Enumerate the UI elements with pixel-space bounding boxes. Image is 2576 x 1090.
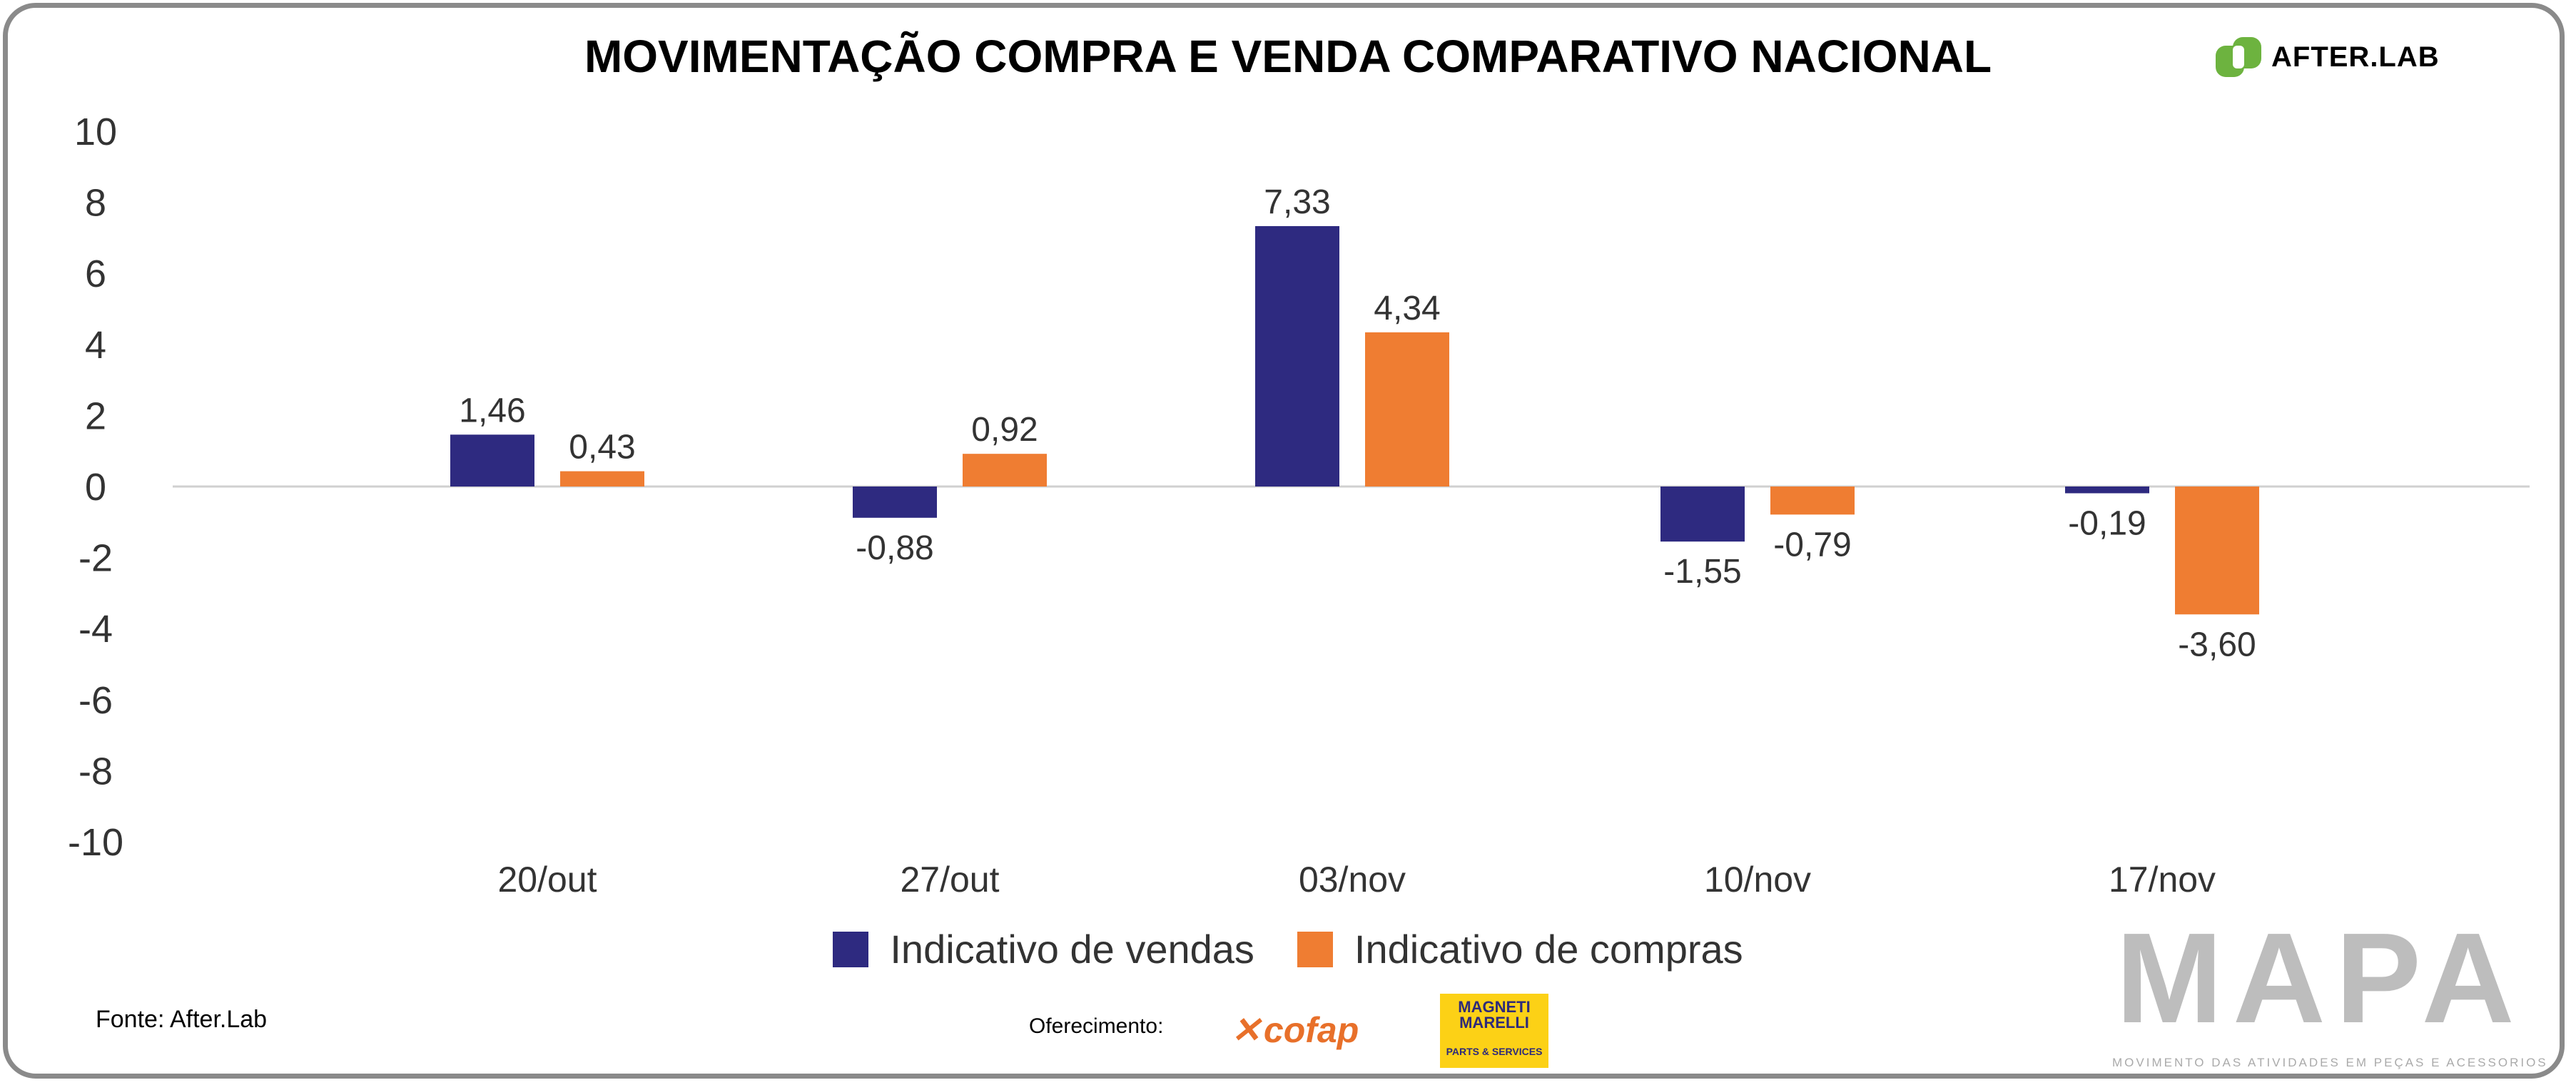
magneti-sub-text: PARTS & SERVICES — [1446, 1046, 1543, 1057]
afterlab-logo-icon — [2216, 37, 2261, 77]
legend-swatch-compras — [1297, 931, 1333, 967]
magneti-text: MAGNETI — [1458, 998, 1531, 1016]
afterlab-logo-text: AFTER.LAB — [2271, 41, 2440, 73]
data-label: 4,34 — [1374, 290, 1440, 327]
y-tick-label: -2 — [78, 537, 113, 580]
magneti-marelli-logo: MAGNETI MARELLI PARTS & SERVICES — [1440, 994, 1548, 1068]
bar-vendas — [1660, 487, 1745, 542]
marelli-text: MARELLI — [1459, 1014, 1529, 1032]
cofap-logo-text: cofap — [1263, 1010, 1359, 1050]
x-tick-label: 10/nov — [1704, 860, 1811, 900]
data-label: 0,43 — [569, 429, 635, 467]
y-tick-label: 10 — [74, 111, 117, 153]
y-tick-label: -8 — [78, 750, 113, 793]
data-label: 7,33 — [1264, 183, 1330, 221]
offered-by-label: Oferecimento: — [1029, 1014, 1164, 1038]
data-label: -3,60 — [2178, 626, 2256, 663]
chart-title: MOVIMENTAÇÃO COMPRA E VENDA COMPARATIVO … — [584, 31, 1992, 82]
data-label: -0,79 — [1773, 526, 1851, 564]
data-label: -0,19 — [2068, 504, 2146, 542]
source-note: Fonte: After.Lab — [96, 1006, 268, 1033]
legend-label-compras: Indicativo de compras — [1354, 927, 1743, 972]
bar-vendas — [2065, 487, 2149, 494]
bar-compras — [2175, 487, 2259, 615]
bar-compras — [1770, 487, 1855, 515]
legend: Indicativo de vendas Indicativo de compr… — [0, 926, 2576, 972]
legend-label-vendas: Indicativo de vendas — [890, 927, 1254, 972]
bar-compras — [963, 454, 1047, 487]
legend-item-compras: Indicativo de compras — [1297, 926, 1743, 972]
y-tick-label: -10 — [68, 821, 123, 864]
y-tick-label: 6 — [85, 253, 106, 295]
data-label: 1,46 — [459, 392, 525, 429]
y-tick-label: 0 — [85, 466, 106, 509]
data-label: -1,55 — [1663, 553, 1741, 591]
x-tick-label: 03/nov — [1299, 860, 1406, 900]
bar-compras — [1365, 332, 1449, 487]
y-tick-label: 4 — [85, 324, 106, 367]
legend-swatch-vendas — [833, 931, 869, 967]
y-tick-label: 2 — [85, 394, 106, 437]
cofap-x-icon: ✕ — [1231, 1010, 1261, 1050]
cofap-logo: ✕ cofap — [1231, 1009, 1359, 1051]
bar-vendas — [853, 487, 937, 518]
x-tick-label: 20/out — [497, 860, 597, 900]
x-tick-label: 27/out — [900, 860, 999, 900]
mapa-subtitle: MOVIMENTO DAS ATIVIDADES EM PEÇAS E ACES… — [2112, 1056, 2548, 1069]
x-tick-label: 17/nov — [2109, 860, 2216, 900]
data-label: -0,88 — [856, 529, 933, 567]
mapa-logo: MAPA — [2116, 907, 2525, 1050]
bar-vendas — [1255, 225, 1339, 487]
y-tick-label: -4 — [78, 608, 113, 651]
y-tick-label: 8 — [85, 182, 106, 225]
legend-item-vendas: Indicativo de vendas — [833, 926, 1254, 972]
afterlab-logo: AFTER.LAB — [2216, 37, 2440, 77]
chart-frame — [3, 3, 2565, 1079]
y-tick-label: -6 — [78, 679, 113, 722]
bar-compras — [560, 471, 644, 487]
bar-vendas — [450, 434, 534, 487]
data-label: 0,92 — [971, 411, 1038, 449]
